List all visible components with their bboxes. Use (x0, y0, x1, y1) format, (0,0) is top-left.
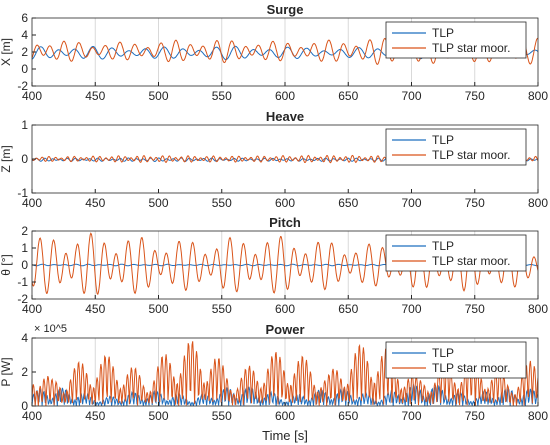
legend-label: TLP star moor. (432, 41, 510, 55)
x-tick-label: 550 (212, 302, 232, 316)
x-tick-label: 450 (85, 196, 105, 210)
y-tick-label: 4 (21, 331, 28, 345)
y-tick-label: 2 (21, 365, 28, 379)
x-tick-label: 550 (212, 89, 232, 103)
panel-surge: 400 450 500 550 600 650 700 750 800 -2 0 2 4 6 Surge X … (0, 2, 548, 103)
series-line (32, 341, 538, 406)
x-tick-label: 400 (22, 302, 42, 316)
legend-label: TLP star moor. (432, 148, 510, 162)
x-tick-label: 800 (528, 302, 548, 316)
x-tick-label: 750 (465, 89, 485, 103)
x-tick-label: 450 (85, 302, 105, 316)
x-tick-label: 500 (148, 89, 168, 103)
legend-box (385, 128, 527, 166)
x-tick-label: 400 (22, 409, 42, 423)
y-tick-label: 4 (21, 28, 28, 42)
panel-heave: 400 450 500 550 600 650 700 750 800 -1 0 1 Heave Z [m… (0, 109, 548, 210)
legend-label: TLP star moor. (432, 254, 510, 268)
legend-label: TLP (432, 26, 454, 40)
legend-box (385, 234, 527, 272)
x-axis-label: Time [s] (262, 428, 308, 443)
x-tick-label: 500 (148, 302, 168, 316)
y-axis-label: X [m] (0, 38, 13, 66)
x-tick-label: 550 (212, 409, 232, 423)
panel-title: Power (265, 322, 304, 337)
x-tick-label: 500 (148, 409, 168, 423)
y-tick-label: 2 (21, 224, 28, 238)
legend-label: TLP (432, 239, 454, 253)
x-tick-label: 600 (275, 302, 295, 316)
x-tick-label: 600 (275, 89, 295, 103)
y-tick-label: 0 (21, 258, 28, 272)
x-tick-label: 650 (338, 89, 358, 103)
y-tick-label: -1 (17, 275, 28, 289)
y-axis-label: P [W] (0, 357, 13, 386)
x-tick-label: 800 (528, 196, 548, 210)
legend-label: TLP (432, 133, 454, 147)
x-tick-label: 800 (528, 89, 548, 103)
x-tick-label: 700 (401, 89, 421, 103)
y-exponent-label: × 10^5 (34, 323, 67, 335)
panel-power: 400 450 500 550 600 650 700 750 800 0 2 4 Power P [W]… (0, 322, 548, 423)
panel-pitch: 400 450 500 550 600 650 700 750 800 -2 -1 0 1 2 Pitch θ… (0, 215, 548, 316)
y-tick-label: -2 (17, 292, 28, 306)
x-tick-label: 650 (338, 196, 358, 210)
y-tick-label: 0 (21, 152, 28, 166)
y-tick-label: 0 (21, 399, 28, 413)
y-tick-label: 2 (21, 45, 28, 59)
y-tick-label: 6 (21, 11, 28, 25)
x-tick-label: 700 (401, 302, 421, 316)
x-tick-label: 550 (212, 196, 232, 210)
x-tick-label: 400 (22, 89, 42, 103)
legend-label: TLP (432, 346, 454, 360)
x-tick-label: 750 (465, 302, 485, 316)
x-tick-label: 450 (85, 89, 105, 103)
y-tick-label: -1 (17, 186, 28, 200)
panel-title: Pitch (269, 215, 301, 230)
y-tick-label: -2 (17, 79, 28, 93)
x-tick-label: 750 (465, 196, 485, 210)
x-tick-label: 700 (401, 409, 421, 423)
legend-box (385, 21, 527, 59)
x-tick-label: 650 (338, 302, 358, 316)
x-tick-label: 650 (338, 409, 358, 423)
x-tick-label: 800 (528, 409, 548, 423)
x-tick-label: 450 (85, 409, 105, 423)
legend-box (385, 341, 527, 379)
x-tick-label: 600 (275, 196, 295, 210)
panel-title: Surge (267, 2, 304, 17)
y-tick-label: 1 (21, 241, 28, 255)
y-axis-label: Z [m] (0, 145, 13, 172)
x-tick-label: 600 (275, 409, 295, 423)
x-tick-label: 750 (465, 409, 485, 423)
x-tick-label: 400 (22, 196, 42, 210)
y-axis-label: θ [°] (0, 254, 13, 275)
legend-label: TLP star moor. (432, 361, 510, 375)
y-tick-label: 1 (21, 118, 28, 132)
x-tick-label: 700 (401, 196, 421, 210)
panel-title: Heave (266, 109, 304, 124)
x-tick-label: 500 (148, 196, 168, 210)
y-tick-label: 0 (21, 62, 28, 76)
